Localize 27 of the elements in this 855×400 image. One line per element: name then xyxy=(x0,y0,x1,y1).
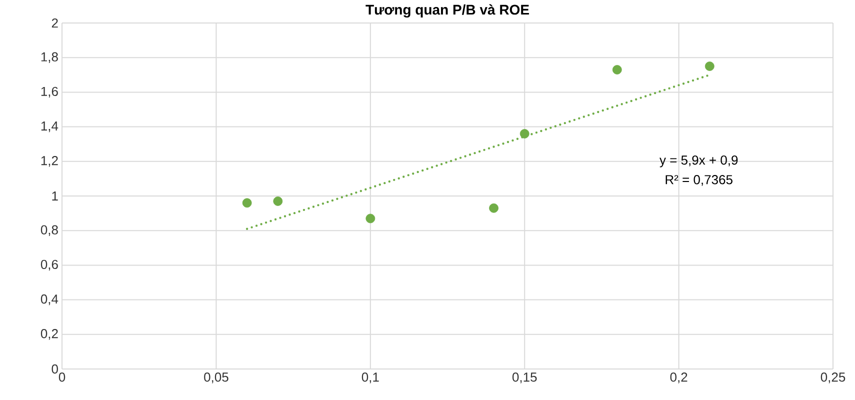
point xyxy=(489,203,498,213)
x-tick-label: 0,1 xyxy=(362,372,379,384)
x-tick-label: 0,05 xyxy=(204,372,228,384)
point xyxy=(704,62,714,71)
point xyxy=(520,129,530,138)
x-tick-label: 0,25 xyxy=(820,372,846,384)
point xyxy=(273,196,283,206)
y-tick-label: 0,4 xyxy=(40,294,58,306)
y-tick-label: 0,2 xyxy=(40,329,58,340)
y-tick-label: 0,6 xyxy=(40,260,58,271)
y-tick-label: 1,8 xyxy=(41,52,58,63)
y-tick-label: 1,6 xyxy=(41,86,58,98)
y-tick-label: 0,8 xyxy=(40,225,58,236)
y-tick-label: 0 xyxy=(52,364,58,374)
y-tick-label: 1,4 xyxy=(41,122,58,132)
chart-title: Tương quan P/B và ROE xyxy=(366,4,529,18)
point xyxy=(242,198,252,208)
y-tick-label: 2 xyxy=(52,18,58,28)
x-tick-label: 0 xyxy=(58,372,66,382)
x-tick-label: 0,15 xyxy=(512,372,537,384)
y-tick-label: 1 xyxy=(52,192,58,200)
annotation: y = 5,9x + 0,9 xyxy=(660,156,738,168)
y-tick-label: 1,2 xyxy=(41,156,58,167)
annotation: R² = 0,7365 xyxy=(666,175,732,186)
point xyxy=(612,65,622,74)
x-tick-label: 0,2 xyxy=(670,372,688,384)
point xyxy=(366,214,376,224)
